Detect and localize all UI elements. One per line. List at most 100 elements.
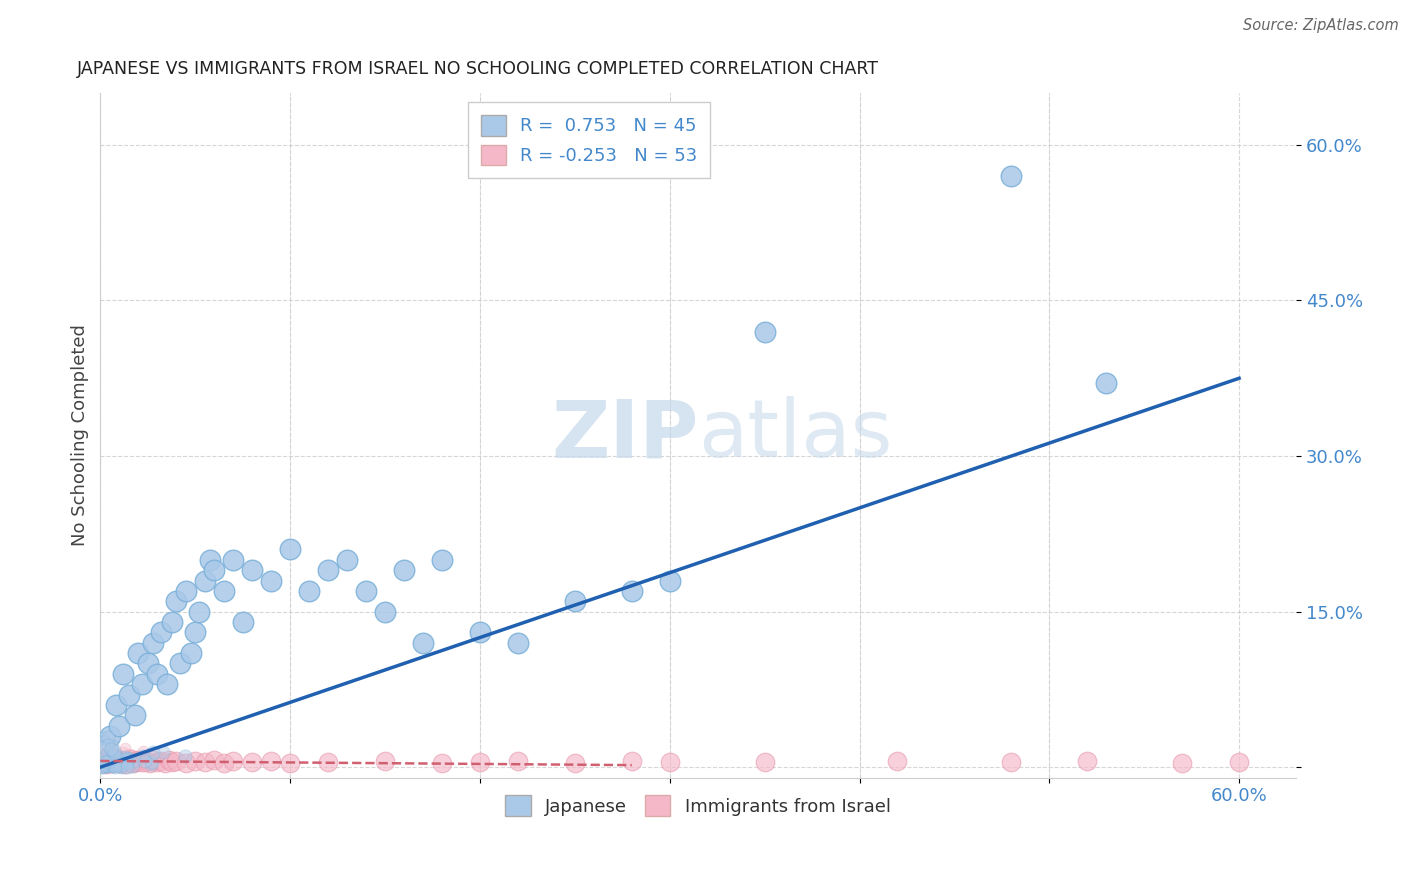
Point [212,583,235,598]
Point [94,757,117,772]
Point [96,747,118,762]
Point [104,752,127,766]
Point [316,563,339,577]
Point [374,605,396,619]
Point [100,756,122,770]
Point [96,755,118,769]
Point [1227,755,1250,769]
Point [105,753,128,767]
Point [104,759,127,773]
Point [104,698,127,712]
Point [107,758,129,772]
Point [100,756,122,771]
Point [620,583,643,598]
Point [110,758,132,772]
Point [103,751,125,765]
Point [121,759,143,773]
Point [98,759,121,773]
Point [564,594,586,608]
Point [97,756,120,770]
Point [202,753,225,767]
Point [94,741,117,756]
Point [91,739,114,754]
Point [115,753,138,767]
Point [115,756,138,770]
Point [121,756,143,770]
Point [110,759,132,773]
Point [94,757,117,772]
Point [212,756,235,770]
Point [100,758,122,772]
Point [90,731,112,745]
Point [564,756,586,770]
Point [754,755,776,769]
Point [93,760,115,774]
Point [96,757,118,772]
Point [97,755,120,769]
Point [96,759,118,773]
Point [1076,754,1098,768]
Point [180,646,202,660]
Point [97,731,120,745]
Point [103,747,125,762]
Point [90,759,112,773]
Point [100,739,122,753]
Point [93,754,115,768]
Point [1000,755,1022,769]
Point [101,758,124,772]
Point [93,756,115,771]
Point [98,751,121,765]
Point [754,325,776,339]
Point [98,759,121,773]
Point [100,754,122,768]
Point [430,553,453,567]
Point [97,755,120,769]
Point [97,755,120,769]
Point [94,746,117,760]
Point [93,760,115,774]
Point [98,755,121,769]
Point [121,756,143,770]
Point [222,553,245,567]
Point [122,755,145,769]
Point [157,753,180,767]
Point [93,735,115,749]
Point [93,760,115,774]
Point [93,750,115,764]
Point [90,750,112,764]
Point [142,745,165,759]
Point [124,754,146,768]
Point [188,605,211,619]
Point [114,757,136,772]
Point [112,666,135,681]
Point [132,744,155,758]
Point [108,753,131,767]
Point [278,542,301,557]
Point [98,760,121,774]
Point [194,755,217,769]
Point [336,553,359,567]
Point [131,755,153,769]
Point [90,757,112,772]
Point [468,755,491,769]
Point [94,756,117,770]
Point [104,749,127,764]
Point [108,752,131,766]
Point [94,758,117,772]
Point [142,753,165,767]
Point [91,758,114,772]
Point [94,755,117,769]
Point [374,754,396,768]
Point [103,758,125,772]
Point [260,574,283,588]
Point [316,755,339,769]
Point [100,756,122,771]
Point [129,755,152,769]
Point [97,758,120,772]
Point [89,760,111,774]
Point [125,749,148,764]
Point [278,756,301,770]
Point [98,755,121,769]
Point [93,758,115,772]
Point [131,677,153,691]
